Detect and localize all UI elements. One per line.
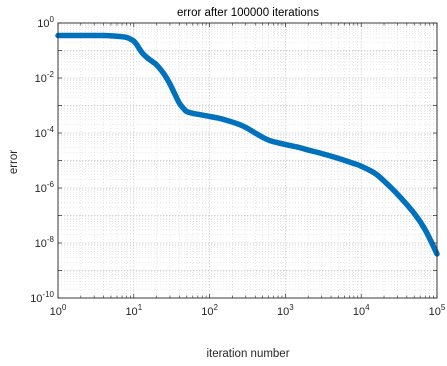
y-tick-label: 10-4 [35,125,55,140]
x-tick-label: 101 [125,303,142,318]
x-axis-label: iteration number [206,348,289,360]
y-tick-label: 10-6 [35,180,55,195]
minor-grid [58,23,437,298]
x-tick-label: 104 [353,303,370,318]
x-tick-label: 100 [50,303,67,318]
x-tick-label: 105 [429,303,446,318]
x-tick-label: 102 [201,303,218,318]
x-tick-label: 103 [277,303,294,318]
series-layer [55,32,440,257]
x-tick-labels: 100 101 102 103 104 105 [50,303,446,318]
y-axis-label: error [8,150,20,174]
y-tick-label: 10-8 [35,235,55,250]
error-series-line [55,32,440,257]
axis-ticks [57,22,438,299]
y-tick-labels: 100 10-2 10-4 10-6 10-8 10-10 [30,15,54,305]
y-tick-label: 100 [37,15,54,30]
y-tick-label: 10-2 [35,70,55,85]
chart-title: error after 100000 iterations [177,7,319,19]
y-tick-label: 10-10 [30,290,54,305]
